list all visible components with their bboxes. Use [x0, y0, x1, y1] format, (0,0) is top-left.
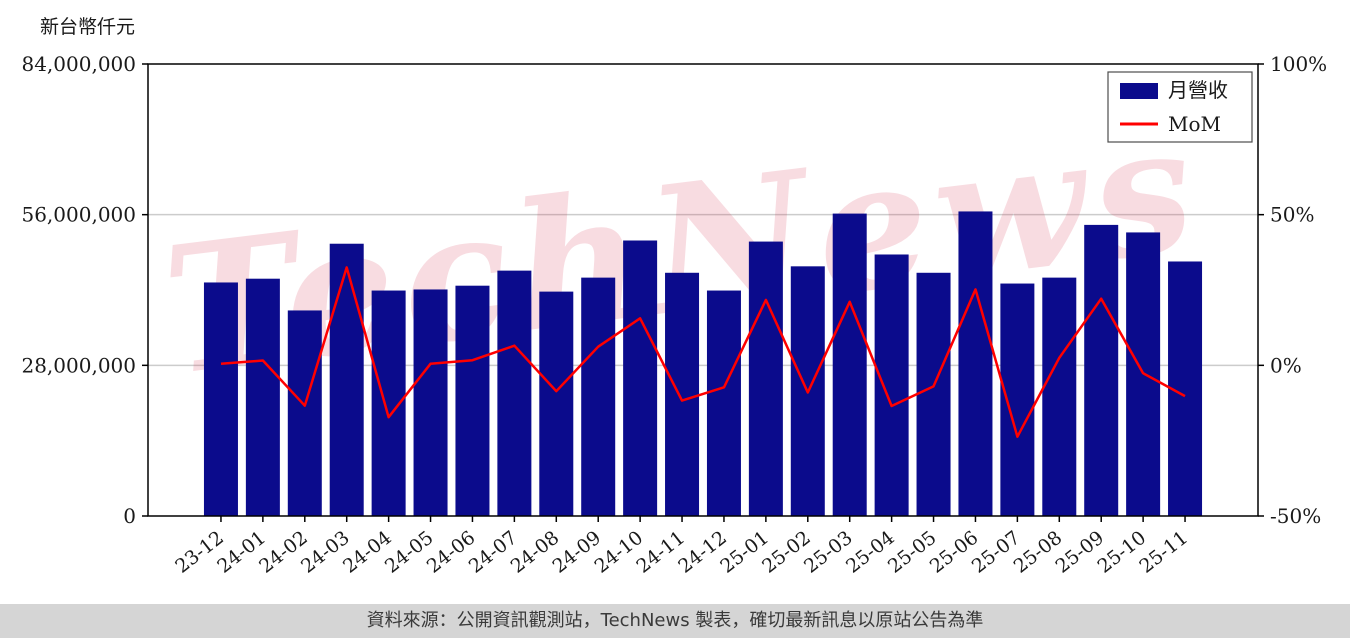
revenue-bar [958, 211, 993, 516]
right-tick-label: 50% [1270, 203, 1314, 227]
x-tick-label: 23-12 [171, 527, 228, 578]
revenue-bar [413, 289, 448, 516]
x-tick-label: 25-08 [1010, 527, 1067, 578]
x-tick-label: 24-06 [423, 527, 480, 578]
x-tick-label: 25-09 [1052, 527, 1109, 578]
x-tick-label: 24-12 [674, 527, 731, 578]
right-tick-label: -50% [1270, 504, 1321, 528]
x-tick-label: 24-04 [339, 527, 396, 578]
x-tick-label: 24-01 [213, 527, 270, 578]
x-tick-label: 25-11 [1135, 527, 1192, 578]
revenue-bar [1084, 224, 1119, 516]
x-tick-label: 24-03 [297, 527, 354, 578]
x-tick-label: 24-08 [507, 527, 564, 578]
left-tick-label: 28,000,000 [21, 353, 136, 377]
revenue-bar [329, 243, 364, 516]
revenue-bar [916, 272, 951, 516]
x-tick-label: 24-02 [255, 527, 312, 578]
x-tick-label: 24-07 [465, 527, 522, 578]
left-axis-title: 新台幣仟元 [40, 16, 136, 38]
revenue-bar [748, 241, 783, 517]
footer-note: 資料來源：公開資訊觀測站，TechNews 製表，確切最新訊息以原站公告為準 [0, 604, 1350, 638]
chart-canvas: TechNews028,000,00056,000,00084,000,000-… [21, 52, 1327, 578]
revenue-bar [581, 277, 616, 516]
left-tick-label: 56,000,000 [21, 203, 136, 227]
x-tick-label: 24-10 [590, 527, 647, 578]
x-tick-label: 25-05 [884, 527, 941, 578]
legend-label-revenue: 月營收 [1168, 78, 1228, 102]
revenue-bar [874, 254, 909, 516]
revenue-bar [455, 285, 490, 516]
x-tick-label: 24-11 [632, 527, 689, 578]
x-tick-label: 25-07 [968, 527, 1025, 578]
revenue-bar [1042, 277, 1077, 516]
left-tick-label: 0 [123, 504, 136, 528]
revenue-bar [706, 290, 741, 516]
plot-border [147, 63, 1259, 517]
revenue-bar [497, 270, 532, 516]
right-tick-label: 0% [1270, 353, 1302, 377]
revenue-bar [287, 310, 322, 516]
right-tick-label: 100% [1270, 52, 1327, 76]
revenue-bar [203, 282, 238, 516]
mom-line [220, 266, 1186, 438]
x-tick-label: 24-05 [381, 527, 438, 578]
revenue-bar [539, 291, 574, 516]
x-tick-label: 25-02 [758, 527, 815, 578]
x-tick-label: 24-09 [549, 527, 606, 578]
x-tick-label: 25-06 [926, 527, 983, 578]
left-tick-label: 84,000,000 [21, 52, 136, 76]
x-tick-label: 25-04 [842, 527, 899, 578]
x-tick-label: 25-03 [800, 527, 857, 578]
x-tick-label: 25-01 [716, 527, 773, 578]
revenue-bar [665, 272, 700, 516]
revenue-bar [1000, 283, 1035, 516]
revenue-bar [832, 213, 867, 517]
revenue-bar [245, 278, 280, 516]
x-tick-label: 25-10 [1093, 527, 1150, 578]
chart-container: TechNews 0 28,000,000 56,000,000 84,000,000-… [21, 52, 1327, 578]
revenue-bar [623, 240, 658, 516]
legend-bar-swatch [1120, 83, 1158, 99]
legend-label-mom: MoM [1168, 112, 1221, 136]
